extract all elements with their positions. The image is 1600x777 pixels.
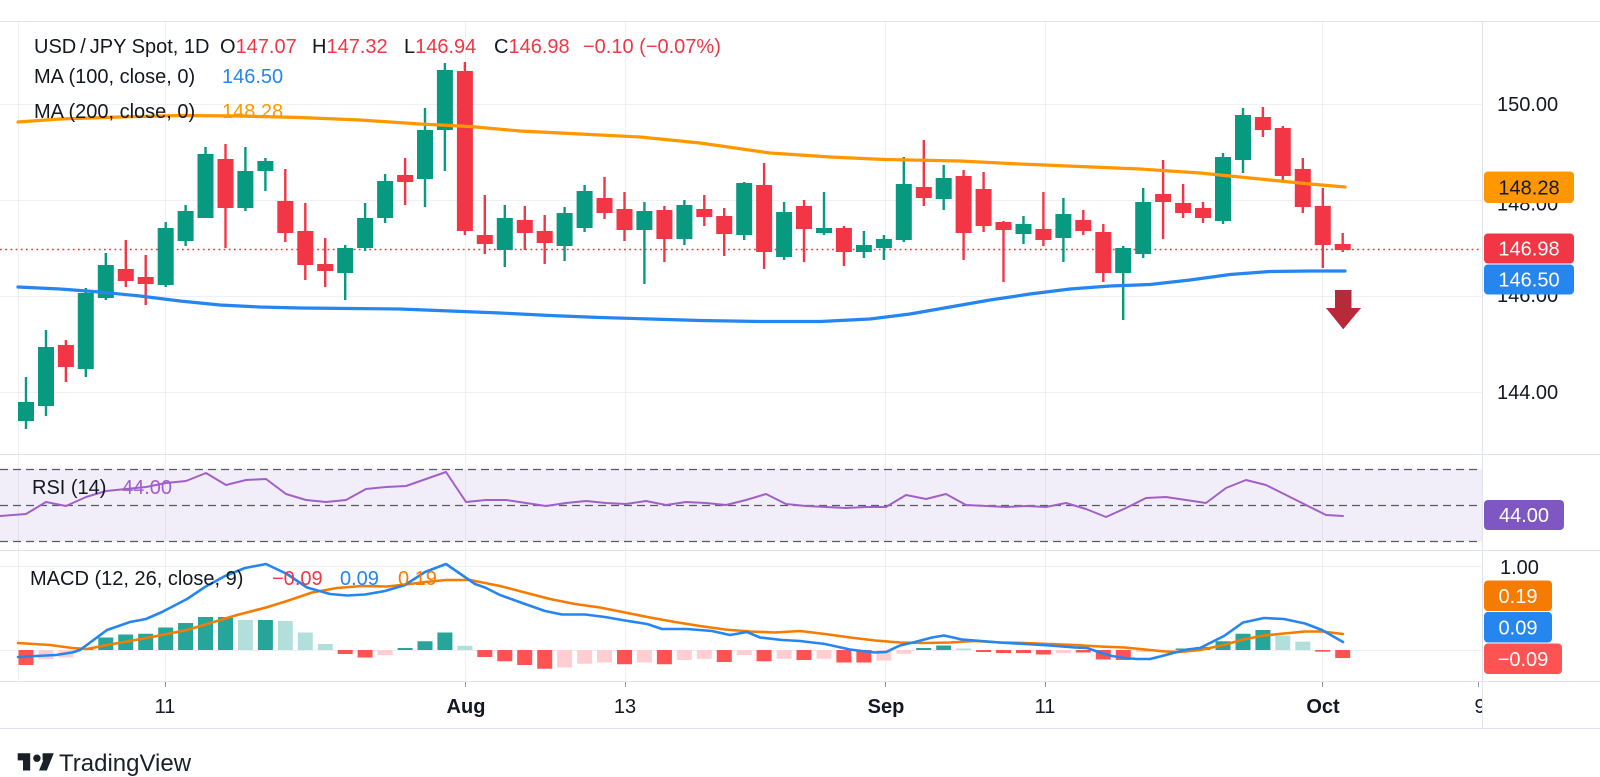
- svg-text:146.50: 146.50: [222, 66, 283, 88]
- svg-text:Sep: Sep: [868, 696, 905, 718]
- svg-text:146.50: 146.50: [1498, 270, 1559, 292]
- svg-text:0.09: 0.09: [340, 568, 379, 590]
- svg-text:144.00: 144.00: [1497, 382, 1558, 404]
- svg-text:Oct: Oct: [1306, 696, 1340, 718]
- svg-text:146.98: 146.98: [1498, 239, 1559, 261]
- svg-text:13: 13: [614, 696, 636, 718]
- svg-text:MACD (12, 26, close, 9): MACD (12, 26, close, 9): [30, 568, 243, 590]
- svg-text:TradingView: TradingView: [59, 750, 192, 777]
- svg-text:−0.09: −0.09: [272, 568, 323, 590]
- svg-text:RSI (14): RSI (14): [32, 477, 106, 499]
- svg-text:11: 11: [1035, 696, 1056, 718]
- svg-text:9: 9: [1474, 696, 1485, 718]
- svg-text:150.00: 150.00: [1497, 94, 1558, 116]
- svg-text:0.19: 0.19: [398, 568, 437, 590]
- svg-text:−0.09: −0.09: [1498, 649, 1549, 671]
- svg-text:148.28: 148.28: [1498, 178, 1559, 200]
- svg-text:L146.94: L146.94: [404, 36, 476, 58]
- svg-text:MA (100, close, 0): MA (100, close, 0): [34, 66, 195, 88]
- svg-text:O147.07: O147.07: [220, 36, 297, 58]
- svg-text:MA (200, close, 0): MA (200, close, 0): [34, 101, 195, 123]
- svg-text:C146.98: C146.98: [494, 36, 570, 58]
- svg-text:0.19: 0.19: [1499, 586, 1538, 608]
- svg-text:148.28: 148.28: [222, 101, 283, 123]
- svg-text:0.09: 0.09: [1499, 618, 1538, 640]
- svg-text:H147.32: H147.32: [312, 36, 388, 58]
- svg-text:44.00: 44.00: [1499, 505, 1549, 527]
- svg-text:Aug: Aug: [447, 696, 486, 718]
- svg-text:USD / JPY Spot, 1D: USD / JPY Spot, 1D: [34, 36, 210, 58]
- svg-text:11: 11: [155, 696, 176, 718]
- svg-text:−0.10 (−0.07%): −0.10 (−0.07%): [583, 36, 721, 58]
- svg-text:44.00: 44.00: [122, 477, 172, 499]
- svg-text:1.00: 1.00: [1500, 557, 1539, 579]
